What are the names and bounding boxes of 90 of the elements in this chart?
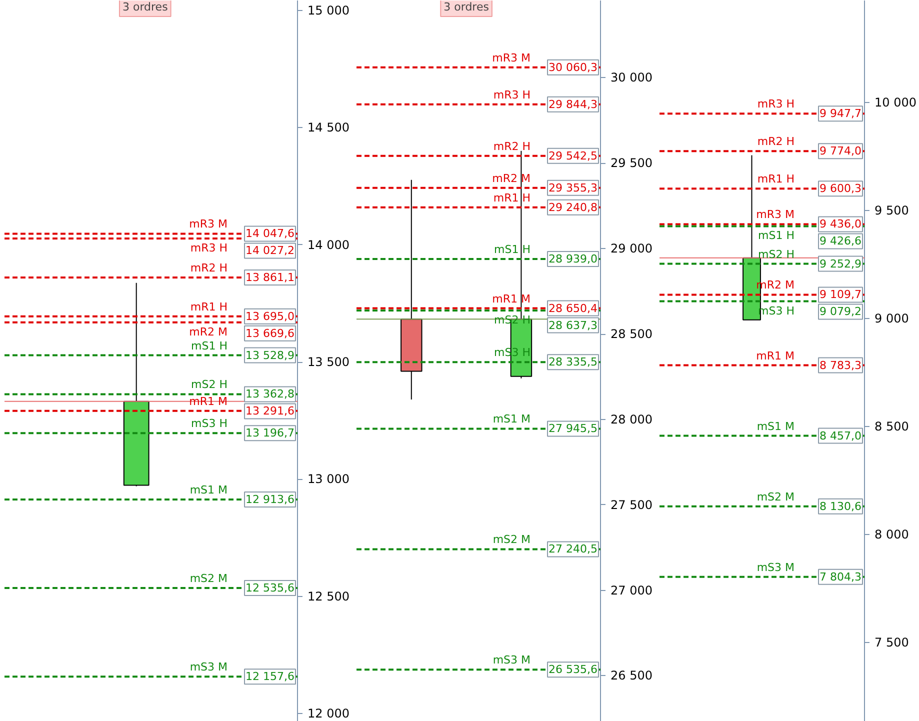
- ref-line-label: mS1 H: [494, 243, 531, 256]
- annotation: 3 ordres: [444, 0, 490, 14]
- y-tick-label: 28 500: [610, 327, 652, 342]
- ref-line-label: mS1 M: [756, 420, 795, 433]
- ref-line-label: mR1 M: [492, 292, 531, 306]
- ref-line-label: mS3 M: [190, 660, 228, 674]
- y-tick-label: 29 500: [610, 156, 652, 170]
- ref-line-label: mS3 M: [756, 560, 795, 574]
- ref-line-label: mR3 H: [757, 98, 794, 111]
- ref-line-label: mS2 M: [756, 490, 795, 504]
- annotation: 13 528,9: [246, 348, 294, 362]
- annotation: 12 913,6: [246, 492, 294, 506]
- y-tick-label: 13 500: [308, 355, 350, 370]
- annotation: 9 426,6: [820, 234, 862, 248]
- annotation: 13 695,0: [246, 310, 294, 323]
- y-tick-label: 14 500: [308, 120, 350, 135]
- y-tick-label: 26 500: [610, 668, 652, 683]
- annotation: 9 947,7: [820, 107, 862, 120]
- annotation: 28 637,3: [548, 318, 598, 332]
- annotation: 9 600,3: [820, 182, 862, 196]
- ref-line-label: mR2 H: [757, 135, 794, 148]
- y-tick-label: 10 000: [874, 95, 916, 110]
- y-tick-label: 27 000: [610, 583, 652, 598]
- annotation: 13 362,8: [246, 388, 294, 401]
- annotation: 29 542,5: [548, 149, 598, 162]
- y-tick-label: 9 500: [874, 203, 909, 218]
- annotation: 14 047,6: [246, 227, 294, 240]
- annotation: 28 650,4: [548, 302, 598, 315]
- y-tick-label: 7 500: [874, 636, 909, 650]
- ref-line-label: mR2 H: [493, 140, 530, 153]
- ref-line-label: mS2 H: [191, 378, 228, 392]
- ref-line-label: mS2 M: [492, 533, 531, 546]
- ref-line-label: mR1 H: [757, 172, 794, 186]
- annotation: 8 457,0: [820, 429, 862, 442]
- ref-line-label: mS1 M: [492, 412, 531, 426]
- ref-line-label: mS3 H: [191, 417, 228, 430]
- y-tick-label: 29 000: [610, 242, 652, 256]
- ref-line-label: mR3 M: [189, 218, 228, 231]
- annotation: 8 130,6: [820, 500, 862, 513]
- ref-line-label: mR3 M: [492, 51, 531, 64]
- annotation: 29 240,8: [548, 200, 598, 214]
- y-tick-label: 13 000: [308, 472, 350, 486]
- annotation: 12 535,6: [246, 582, 294, 595]
- annotation: 12 157,6: [246, 670, 294, 684]
- y-tick-label: 14 000: [308, 238, 350, 252]
- annotation: 14 027,2: [246, 244, 294, 258]
- annotation: 29 844,3: [548, 98, 598, 111]
- y-tick-label: 27 500: [610, 498, 652, 512]
- annotation: 29 355,3: [548, 181, 598, 194]
- annotation: 9 079,2: [820, 305, 862, 318]
- ref-line-label: mR2 M: [492, 172, 531, 185]
- y-tick-label: 8 000: [874, 528, 909, 542]
- annotation: 13 861,1: [246, 270, 294, 284]
- ref-line-label: mR3 H: [493, 88, 530, 102]
- annotation: 9 252,9: [820, 257, 862, 270]
- ref-line-label: mS1 M: [190, 483, 228, 496]
- ref-line-label: mS1 H: [758, 229, 795, 242]
- y-tick-label: 12 000: [308, 706, 350, 721]
- y-tick-label: 8 500: [874, 419, 909, 434]
- annotation: 28 335,5: [548, 356, 598, 369]
- annotation: 9 436,0: [820, 218, 862, 231]
- y-tick-label: 15 000: [308, 4, 350, 18]
- ref-line-label: mR1 H: [190, 300, 228, 314]
- y-tick-label: 12 500: [308, 589, 350, 604]
- annotation: 9 774,0: [820, 144, 862, 158]
- ref-line-label: mR3 H: [190, 242, 228, 255]
- y-tick-label: 28 000: [610, 412, 652, 426]
- annotation: 27 945,5: [548, 422, 598, 436]
- annotation: 9 109,7: [820, 288, 862, 302]
- annotation: 13 196,7: [246, 426, 294, 440]
- annotation: 13 291,6: [246, 404, 294, 418]
- annotation: 3 ordres: [122, 0, 168, 14]
- annotation: 26 535,6: [548, 663, 598, 676]
- y-tick-label: 30 000: [610, 70, 652, 85]
- ref-line-label: mR2 M: [189, 325, 228, 338]
- annotation: 7 804,3: [820, 570, 862, 584]
- ref-line-label: mR1 M: [756, 349, 795, 362]
- annotation: 30 060,3: [548, 60, 598, 74]
- y-tick-label: 9 000: [874, 311, 909, 326]
- annotation: 8 783,3: [820, 358, 862, 372]
- annotation: 13 669,6: [246, 326, 294, 340]
- ref-line-label: mR3 M: [756, 208, 795, 222]
- ref-line-label: mS3 M: [492, 654, 531, 667]
- ref-line-label: mS1 H: [191, 339, 228, 352]
- ref-line-label: mR1 H: [493, 191, 530, 204]
- ref-line-label: mS2 M: [190, 572, 228, 586]
- ref-line-label: mR2 H: [190, 261, 228, 274]
- ref-line-label: mS2 H: [758, 248, 795, 261]
- annotation: 28 939,0: [548, 252, 598, 266]
- annotation: 27 240,5: [548, 542, 598, 556]
